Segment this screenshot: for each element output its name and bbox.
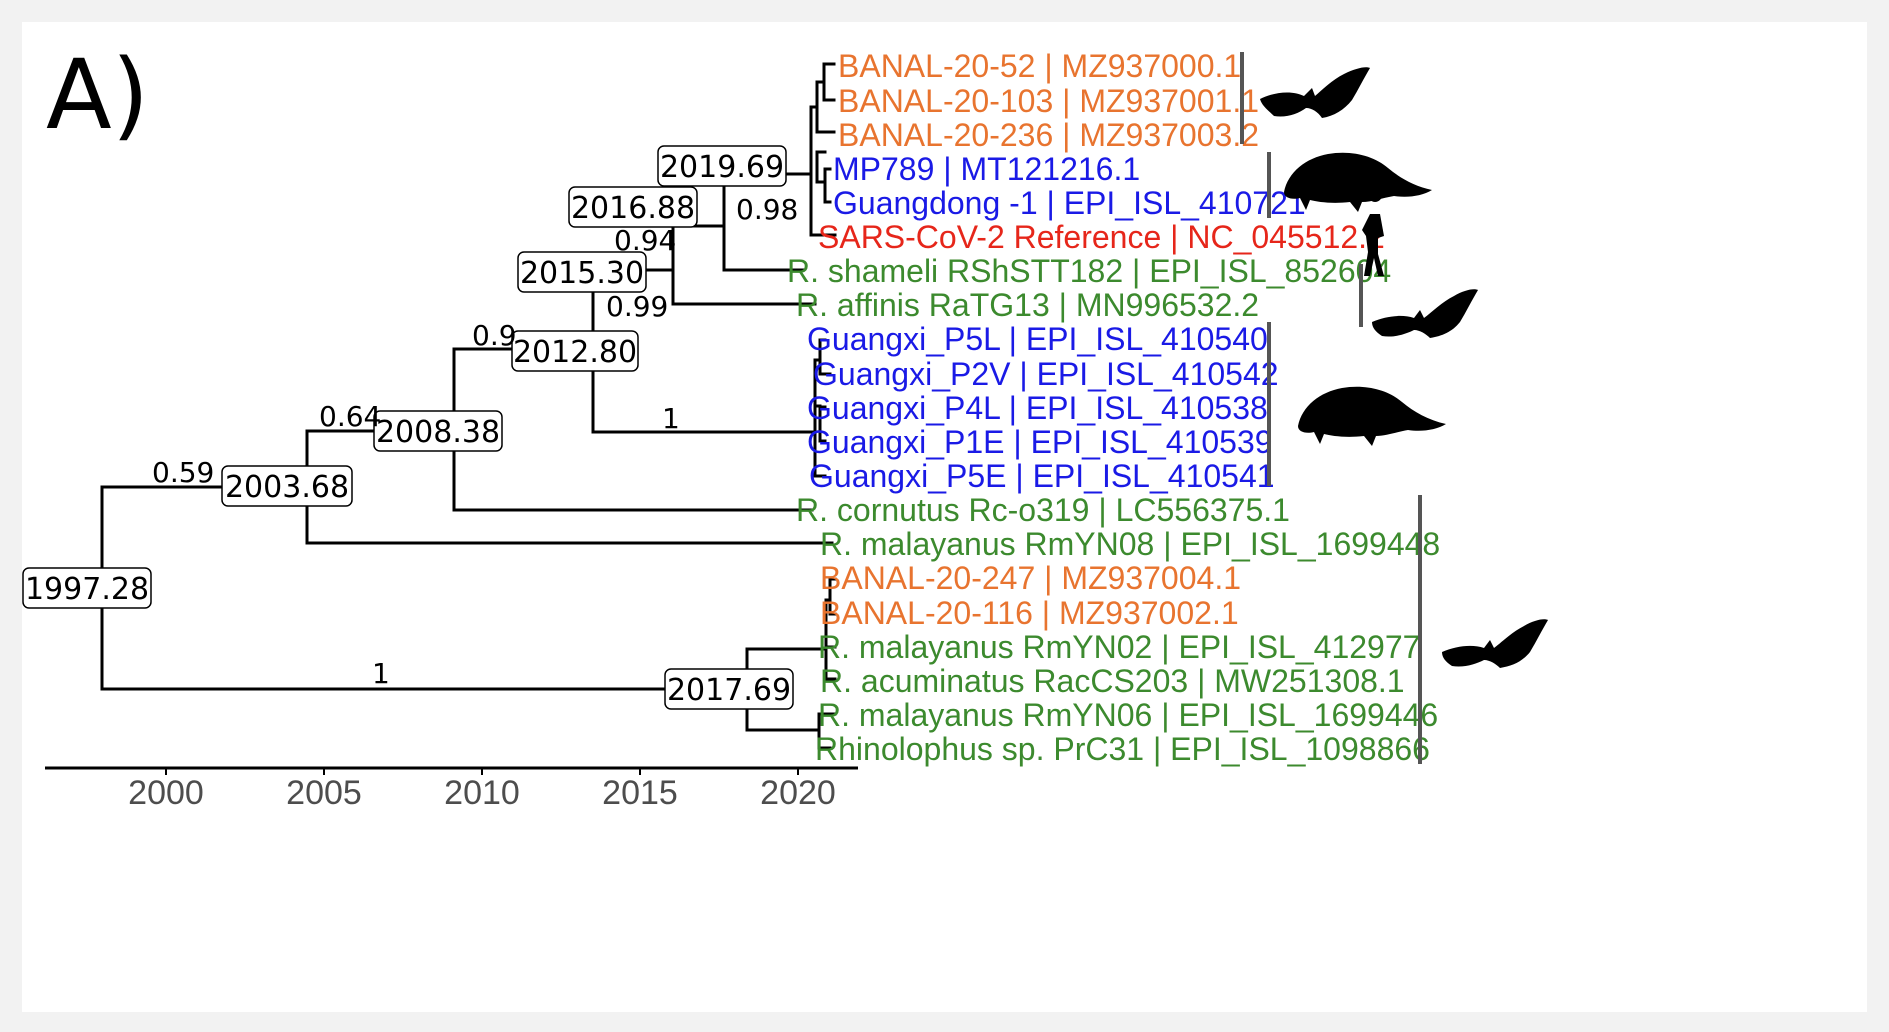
axis-tick-label: 2015 [602, 774, 678, 812]
svg-text:2016.88: 2016.88 [571, 191, 695, 226]
tip-label: BANAL-20-247 | MZ937004.1 [820, 560, 1241, 596]
branch-root [100, 485, 749, 691]
tip-label: R. malayanus RmYN02 | EPI_ISL_412977 [818, 629, 1420, 665]
branch-banal-top [815, 62, 836, 134]
figure-panel: A) 1997.28 2003.68 [22, 22, 1867, 1012]
svg-text:2008.38: 2008.38 [376, 415, 500, 450]
tip-label: Guangdong -1 | EPI_ISL_410721 [833, 185, 1306, 221]
support-value: 0.64 [319, 400, 381, 433]
panel-label: A) [46, 39, 149, 151]
tip-label: Guangxi_P1E | EPI_ISL_410539 [807, 424, 1273, 460]
tip-label: R. affinis RaTG13 | MN996532.2 [796, 287, 1259, 323]
branch-2008 [452, 347, 814, 512]
node-date-2016: 2016.88 [568, 186, 698, 228]
svg-text:2017.69: 2017.69 [667, 673, 791, 708]
node-date-2019: 2019.69 [657, 145, 787, 187]
support-value: 1 [662, 402, 680, 435]
pangolin-icon [1298, 386, 1446, 446]
host-group-bars [1240, 52, 1422, 764]
tip-label: R. malayanus RmYN08 | EPI_ISL_1699448 [820, 526, 1440, 562]
svg-text:1997.28: 1997.28 [25, 572, 149, 607]
tip-label: Guangxi_P5E | EPI_ISL_410541 [809, 458, 1275, 494]
pangolin-icon [1284, 152, 1432, 212]
node-date-2012: 2012.80 [511, 330, 639, 372]
axis-tick-label: 2020 [760, 774, 836, 812]
axis-tick-label: 2000 [128, 774, 204, 812]
node-date-2003: 2003.68 [221, 465, 353, 507]
tip-label: R. acuminatus RacCS203 | MW251308.1 [820, 663, 1405, 699]
tip-label: Guangxi_P5L | EPI_ISL_410540 [807, 321, 1268, 357]
branch-guangxi [813, 338, 832, 478]
tip-label: R. malayanus RmYN06 | EPI_ISL_1699446 [818, 697, 1438, 733]
tip-label: BANAL-20-52 | MZ937000.1 [838, 48, 1241, 84]
node-date-1997: 1997.28 [22, 567, 152, 609]
phylogenetic-tree-figure: A) 1997.28 2003.68 [22, 39, 1548, 812]
time-axis: 2000 2005 2010 2015 2020 [45, 766, 858, 812]
support-value: 0.94 [614, 224, 676, 257]
tip-label: BANAL-20-116 | MZ937002.1 [820, 595, 1239, 631]
node-date-2015: 2015.30 [517, 251, 647, 293]
node-date-2008: 2008.38 [373, 410, 503, 452]
host-silhouettes [1260, 67, 1548, 668]
branch-rmyn06 [817, 712, 837, 750]
svg-text:2003.68: 2003.68 [225, 470, 349, 505]
bat-icon [1260, 67, 1370, 118]
support-value: 0.98 [736, 193, 798, 226]
tip-label: MP789 | MT121216.1 [833, 151, 1140, 187]
support-values: 0.59 0.64 0.9 0.99 0.94 0.98 1 1 [152, 193, 798, 690]
tip-labels: BANAL-20-52 | MZ937000.1 BANAL-20-103 | … [787, 48, 1440, 767]
svg-text:2012.80: 2012.80 [513, 335, 637, 370]
tip-label: R. cornutus Rc-o319 | LC556375.1 [796, 492, 1290, 528]
branch-2019 [809, 105, 837, 237]
branch-mp789 [815, 150, 832, 204]
axis-tick-label: 2005 [286, 774, 362, 812]
tip-label: Guangxi_P2V | EPI_ISL_410542 [813, 356, 1279, 392]
tip-label: Guangxi_P4L | EPI_ISL_410538 [807, 390, 1268, 426]
svg-text:2019.69: 2019.69 [660, 150, 784, 185]
tip-label: SARS-CoV-2 Reference | NC_045512.2 [818, 219, 1385, 255]
axis-tick-label: 2010 [444, 774, 520, 812]
node-dates: 1997.28 2003.68 2008.38 2012.80 2015.30 … [22, 145, 794, 710]
support-value: 0.59 [152, 456, 214, 489]
branch-banal-lower [824, 577, 837, 681]
tip-label: BANAL-20-103 | MZ937001.1 [838, 83, 1259, 119]
svg-text:2015.30: 2015.30 [520, 256, 644, 291]
tip-label: Rhinolophus sp. PrC31 | EPI_ISL_1098866 [815, 731, 1430, 767]
bat-icon [1372, 289, 1478, 338]
support-value: 0.9 [472, 319, 517, 352]
node-date-2017: 2017.69 [664, 668, 794, 710]
tip-label: BANAL-20-236 | MZ937003.2 [838, 117, 1259, 153]
human-icon [1362, 188, 1384, 276]
support-value: 0.99 [606, 290, 668, 323]
tip-label: R. shameli RShSTT182 | EPI_ISL_852604 [787, 253, 1391, 289]
bat-icon [1442, 619, 1548, 668]
support-value: 1 [372, 657, 390, 690]
